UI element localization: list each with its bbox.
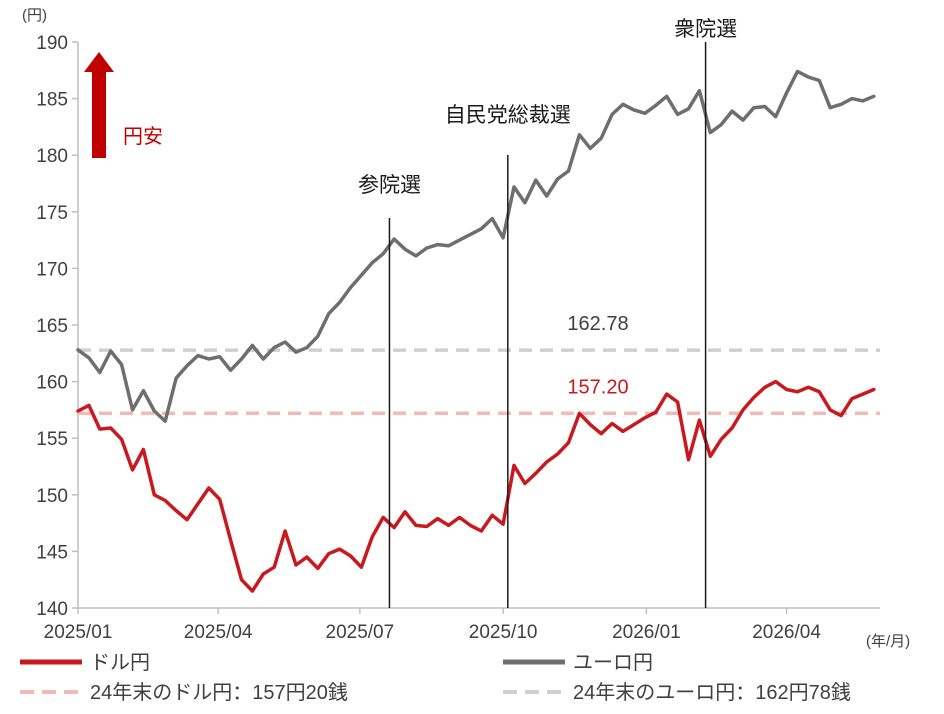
- x-tick-label: 2026/01: [612, 622, 681, 643]
- y-tick-label: 145: [36, 542, 68, 563]
- x-tick-label: 2025/10: [469, 622, 538, 643]
- y-tick-group: 140 145 150 155 160 165 170 175 180 185 190: [36, 33, 78, 620]
- series-line-eurjpy: [76, 69, 876, 423]
- x-tick-label: 2025/01: [44, 622, 113, 643]
- legend: ドル円 ユーロ円 24年末のドル円：157円20銭 24年末のユーロ円：162円…: [20, 652, 851, 704]
- x-tick-group: 2025/01 2025/04 2025/07 2025/10 2026/01 2026/…: [44, 608, 821, 643]
- yen-weak-label: 円安: [123, 125, 163, 148]
- y-tick-label: 160: [36, 373, 68, 394]
- event-label: 参院選: [358, 174, 421, 197]
- event-label: 自民党総裁選: [445, 104, 571, 127]
- y-tick-label: 180: [36, 146, 68, 167]
- series-line-usdjpy: [76, 379, 876, 593]
- y-tick-label: 140: [36, 599, 68, 620]
- legend-label-usdjpy: ドル円: [90, 652, 150, 674]
- x-unit-label: (年/月): [866, 633, 910, 650]
- event-label: 衆院選: [674, 18, 737, 41]
- yen-weak-arrow-icon: [84, 52, 114, 158]
- y-tick-label: 150: [36, 486, 68, 507]
- reference-line-group: 157.20 162.78: [78, 313, 880, 416]
- y-tick-label: 185: [36, 90, 68, 111]
- y-tick-label: 175: [36, 203, 68, 224]
- event-group: 参院選 自民党総裁選 衆院選: [358, 18, 737, 608]
- legend-label-eurjpy: ユーロ円: [573, 652, 653, 674]
- y-tick-label: 165: [36, 316, 68, 337]
- x-tick-label: 2025/04: [184, 622, 253, 643]
- y-tick-label: 190: [36, 33, 68, 54]
- x-tick-label: 2026/04: [752, 622, 821, 643]
- reference-line-label: 157.20: [567, 376, 628, 398]
- reference-line-label: 162.78: [567, 313, 628, 335]
- series-group: [76, 69, 876, 593]
- legend-label-usdjpy-ref: 24年末のドル円：157円20銭: [90, 681, 348, 704]
- x-tick-label: 2025/07: [326, 622, 395, 643]
- legend-label-eurjpy-ref: 24年末のユーロ円：162円78銭: [573, 681, 851, 704]
- y-tick-label: 155: [36, 429, 68, 450]
- y-tick-label: 170: [36, 259, 68, 280]
- y-unit-label: (円): [22, 7, 47, 24]
